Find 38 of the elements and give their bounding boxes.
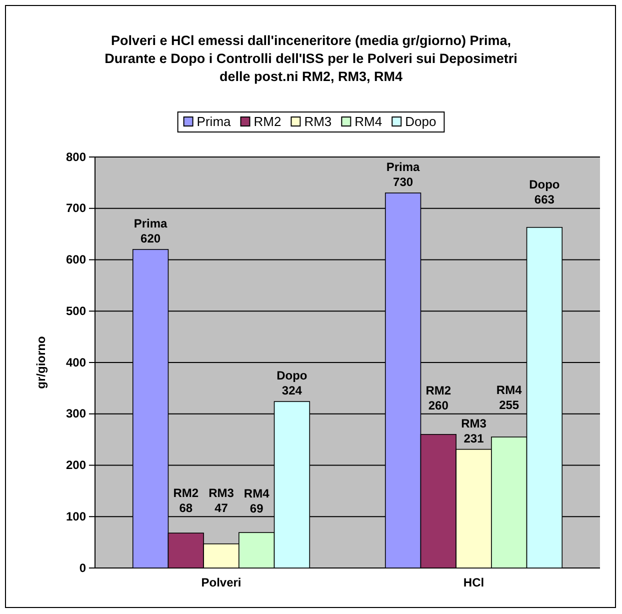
y-axis-title: gr/giorno (34, 336, 48, 389)
legend-label: RM3 (304, 114, 332, 129)
y-tick-label: 500 (66, 304, 86, 318)
chart-title: Polveri e HCl emessi dall'inceneritore (media gr/giorno) Prima, Durante e Dopo i Controlli dell'ISS per le Polveri sui Deposimetri delle post.ni RM2, RM3, RM4 (104, 33, 518, 84)
data-label: 730 (393, 174, 414, 189)
legend-label: Prima (196, 114, 232, 129)
legend-label: Dopo (405, 114, 436, 129)
data-label: 620 (140, 231, 161, 246)
text: RM2 (173, 486, 199, 500)
data-label: 324 (282, 384, 302, 398)
y-tick-label: 800 (66, 150, 86, 164)
text: Prima (134, 216, 168, 230)
text: RM4 (244, 486, 270, 501)
y-tick-label: 700 (66, 201, 86, 216)
y-tick-label: 100 (66, 509, 86, 524)
x-tick-label: Polveri (201, 576, 242, 590)
y-tick-label: 600 (66, 252, 86, 267)
legend-label: RM2 (254, 114, 282, 129)
y-tick-label: 400 (66, 355, 86, 370)
data-label: 47 (214, 500, 228, 515)
x-tick-label: HCl (463, 576, 484, 590)
text: Prima (386, 160, 420, 174)
data-label: 69 (250, 502, 264, 516)
data-label: 255 (499, 398, 520, 412)
text: Dopo (529, 177, 560, 192)
text: RM3 (461, 416, 486, 430)
data-label: 68 (179, 501, 193, 516)
data-label: 663 (534, 192, 555, 206)
text: RM4 (496, 382, 522, 397)
y-tick-label: 300 (66, 406, 86, 421)
text: RM2 (426, 383, 452, 398)
text: Dopo (276, 368, 308, 383)
y-tick-label: 200 (66, 458, 86, 472)
text: RM3 (208, 486, 234, 500)
legend-label: RM4 (354, 114, 382, 129)
y-tick-label: 0 (79, 560, 86, 575)
data-label: 260 (428, 398, 449, 412)
data-label: 231 (464, 431, 484, 446)
